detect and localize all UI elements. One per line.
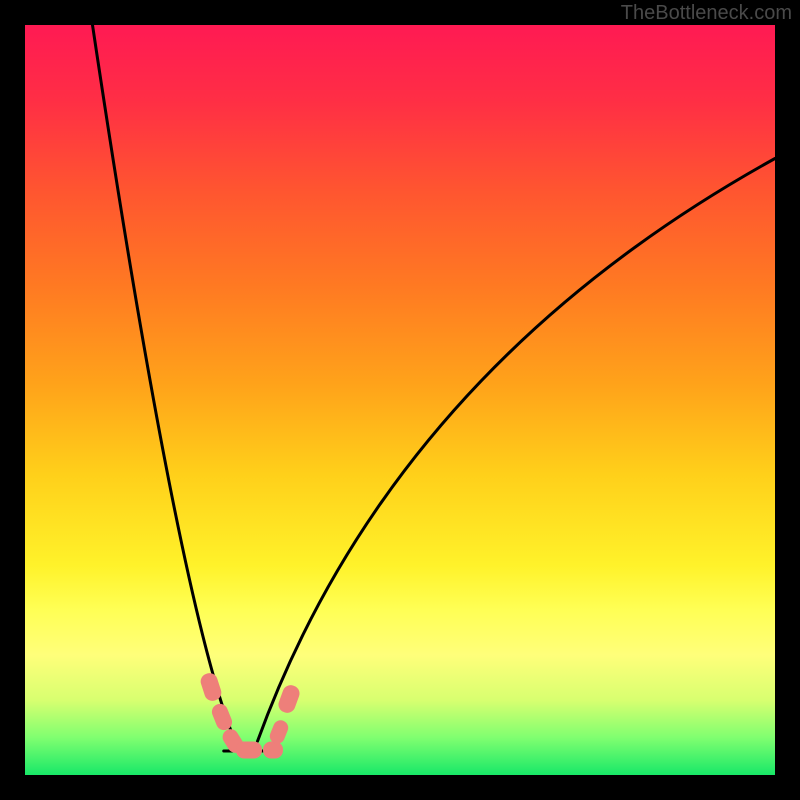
curve-right bbox=[258, 159, 776, 742]
plot-area bbox=[25, 25, 775, 775]
datapoint-marker-3 bbox=[236, 741, 262, 758]
bottleneck-curve bbox=[25, 25, 775, 775]
attribution-label: TheBottleneck.com bbox=[621, 2, 792, 25]
curve-left bbox=[93, 25, 236, 741]
